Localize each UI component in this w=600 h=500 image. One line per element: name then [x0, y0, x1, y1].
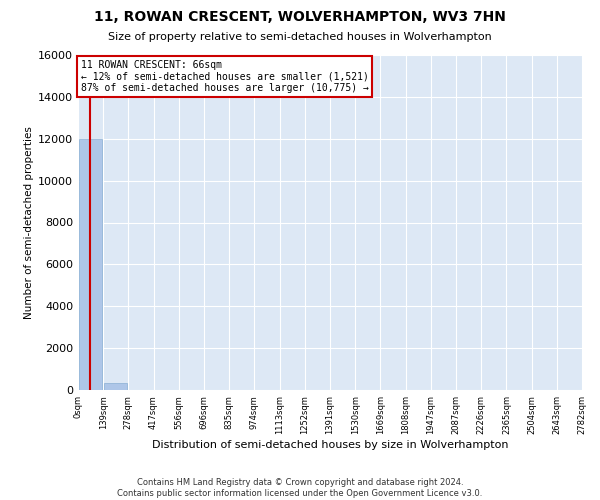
- Text: 11 ROWAN CRESCENT: 66sqm
← 12% of semi-detached houses are smaller (1,521)
87% o: 11 ROWAN CRESCENT: 66sqm ← 12% of semi-d…: [80, 60, 368, 93]
- Text: 11, ROWAN CRESCENT, WOLVERHAMPTON, WV3 7HN: 11, ROWAN CRESCENT, WOLVERHAMPTON, WV3 7…: [94, 10, 506, 24]
- Bar: [104, 382, 127, 390]
- Bar: [79, 138, 102, 390]
- X-axis label: Distribution of semi-detached houses by size in Wolverhampton: Distribution of semi-detached houses by …: [152, 440, 508, 450]
- Text: Contains HM Land Registry data © Crown copyright and database right 2024.
Contai: Contains HM Land Registry data © Crown c…: [118, 478, 482, 498]
- Text: Size of property relative to semi-detached houses in Wolverhampton: Size of property relative to semi-detach…: [108, 32, 492, 42]
- Y-axis label: Number of semi-detached properties: Number of semi-detached properties: [24, 126, 34, 319]
